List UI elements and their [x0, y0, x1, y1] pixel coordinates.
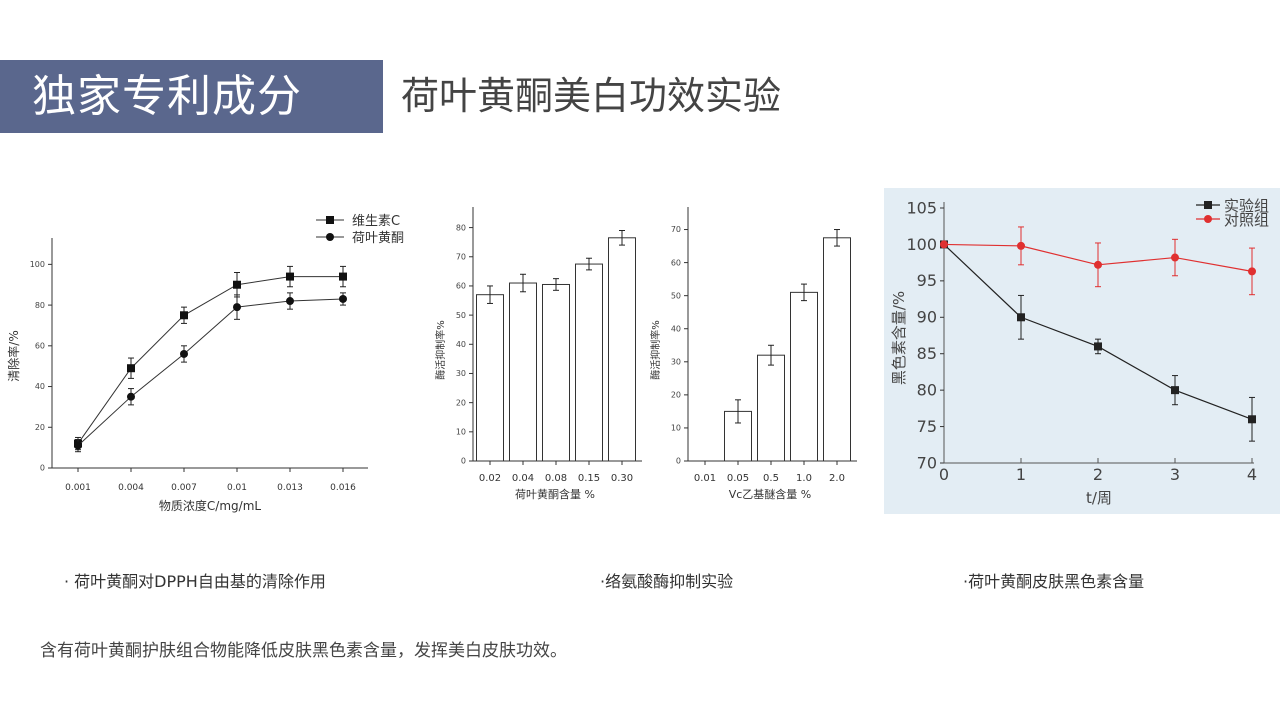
svg-text:20: 20 — [671, 391, 681, 400]
caption-tyrosinase: ·络氨酸酶抑制实验 — [600, 572, 734, 591]
svg-text:75: 75 — [917, 417, 937, 436]
section-badge: 独家专利成分 — [0, 60, 383, 133]
svg-text:10: 10 — [671, 424, 681, 433]
svg-text:30: 30 — [456, 369, 466, 378]
svg-text:60: 60 — [456, 282, 466, 291]
svg-text:95: 95 — [917, 271, 937, 290]
caption-dpph: · 荷叶黄酮对DPPH自由基的清除作用 — [64, 572, 326, 591]
svg-text:黑色素含量/%: 黑色素含量/% — [890, 291, 908, 385]
svg-text:100: 100 — [30, 260, 45, 269]
svg-text:40: 40 — [456, 340, 466, 349]
vc-ether-bar-chart: 0 10 20 30 40 50 60 70 0.01 0.05 0.5 1.0 2.0 Vc乙基醚含量 … — [649, 207, 857, 501]
svg-text:物质浓度C/mg/mL: 物质浓度C/mg/mL — [159, 498, 261, 513]
svg-text:40: 40 — [671, 324, 681, 333]
summary-text: 含有荷叶黄酮护肤组合物能降低皮肤黑色素含量，发挥美白皮肤功效。 — [40, 641, 567, 661]
svg-text:0.007: 0.007 — [171, 483, 197, 493]
svg-text:0.01: 0.01 — [694, 473, 716, 484]
svg-text:0: 0 — [676, 457, 681, 466]
svg-text:70: 70 — [917, 453, 937, 472]
svg-text:0.15: 0.15 — [578, 473, 600, 484]
svg-text:20: 20 — [456, 398, 466, 407]
svg-text:1.0: 1.0 — [796, 473, 812, 484]
svg-text:荷叶黄酮: 荷叶黄酮 — [352, 231, 404, 246]
page-title: 荷叶黄酮美白功效实验 — [401, 74, 782, 118]
svg-text:0.016: 0.016 — [330, 483, 356, 493]
svg-text:维生素C: 维生素C — [352, 214, 400, 229]
svg-text:60: 60 — [35, 341, 45, 350]
svg-text:酶活抑制率%: 酶活抑制率% — [649, 320, 662, 380]
svg-text:90: 90 — [917, 308, 937, 327]
svg-text:1: 1 — [1016, 465, 1026, 484]
svg-text:2.0: 2.0 — [829, 473, 845, 484]
svg-text:0.01: 0.01 — [227, 483, 247, 493]
svg-text:0: 0 — [939, 465, 949, 484]
svg-text:85: 85 — [917, 344, 937, 363]
svg-text:对照组: 对照组 — [1224, 211, 1269, 229]
flavone-bar-chart: 0 10 20 30 40 50 60 70 80 0.02 0.04 0.08 0.15 0.30 荷叶黄… — [434, 207, 642, 501]
svg-text:80: 80 — [35, 301, 45, 310]
svg-text:0.30: 0.30 — [611, 473, 633, 484]
svg-text:0.004: 0.004 — [118, 483, 144, 493]
svg-text:80: 80 — [456, 223, 466, 232]
svg-text:50: 50 — [671, 291, 681, 300]
svg-text:40: 40 — [35, 382, 45, 391]
svg-text:3: 3 — [1170, 465, 1180, 484]
svg-text:0.001: 0.001 — [65, 483, 91, 493]
svg-text:70: 70 — [671, 225, 681, 234]
svg-text:0.02: 0.02 — [479, 473, 501, 484]
svg-text:0.05: 0.05 — [727, 473, 749, 484]
svg-text:4: 4 — [1247, 465, 1257, 484]
svg-text:实验组: 实验组 — [1224, 197, 1269, 215]
svg-text:荷叶黄酮含量 %: 荷叶黄酮含量 % — [515, 487, 595, 501]
svg-text:70: 70 — [456, 252, 466, 261]
svg-text:80: 80 — [917, 380, 937, 399]
svg-text:0.5: 0.5 — [763, 473, 779, 484]
svg-text:0: 0 — [40, 464, 45, 473]
svg-text:2: 2 — [1093, 465, 1103, 484]
svg-text:0.013: 0.013 — [277, 483, 303, 493]
svg-text:t/周: t/周 — [1086, 489, 1112, 507]
svg-text:105: 105 — [906, 198, 937, 217]
svg-text:100: 100 — [906, 235, 937, 254]
svg-text:10: 10 — [456, 427, 466, 436]
svg-text:20: 20 — [35, 423, 45, 432]
svg-text:60: 60 — [671, 258, 681, 267]
svg-text:50: 50 — [456, 311, 466, 320]
svg-text:Vc乙基醚含量 %: Vc乙基醚含量 % — [729, 487, 812, 501]
svg-text:清除率/%: 清除率/% — [6, 330, 21, 381]
svg-text:0.04: 0.04 — [512, 473, 534, 484]
svg-text:0: 0 — [461, 457, 466, 466]
svg-text:酶活抑制率%: 酶活抑制率% — [434, 320, 447, 380]
dpph-line-chart: 0 20 40 60 80 100 0.001 0.004 0.007 0.01 0.013 0.01… — [6, 214, 404, 513]
svg-text:30: 30 — [671, 357, 681, 366]
svg-text:0.08: 0.08 — [545, 473, 567, 484]
caption-melanin: ·荷叶黄酮皮肤黑色素含量 — [963, 572, 1145, 591]
